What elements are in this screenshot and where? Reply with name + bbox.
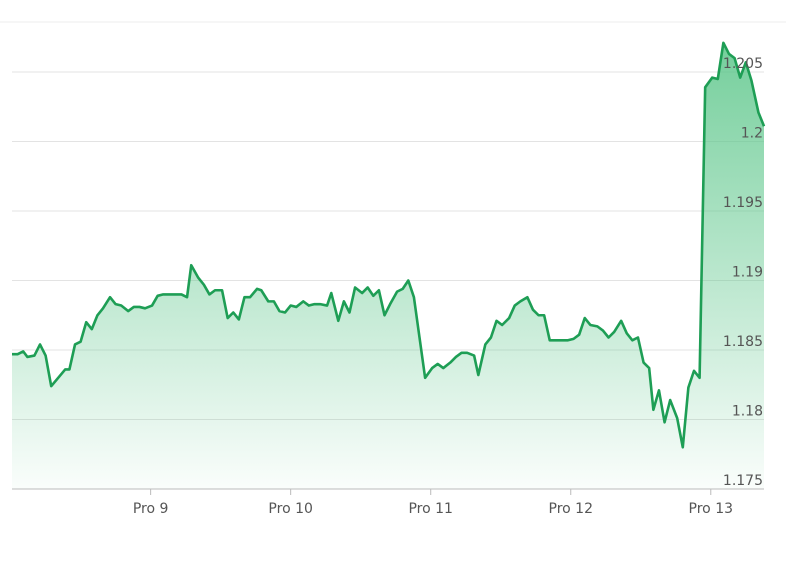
area: [12, 42, 764, 489]
x-tick-label: Pro 12: [549, 501, 593, 517]
y-tick-label: 1.205: [723, 56, 763, 72]
y-tick-label: 1.175: [723, 473, 763, 489]
y-tick-label: 1.195: [723, 195, 763, 211]
y-tick-label: 1.18: [732, 404, 763, 420]
line: [12, 41, 766, 449]
x-tick-label: Pro 11: [408, 501, 452, 517]
x-tick-label: Pro 9: [133, 501, 169, 517]
x-tick-label: Pro 13: [689, 501, 733, 517]
y-tick-label: 1.19: [732, 265, 763, 281]
y-tick-label: 1.2: [741, 126, 763, 142]
y-tick-label: 1.185: [723, 334, 763, 350]
x-tick-label: Pro 10: [268, 501, 312, 517]
